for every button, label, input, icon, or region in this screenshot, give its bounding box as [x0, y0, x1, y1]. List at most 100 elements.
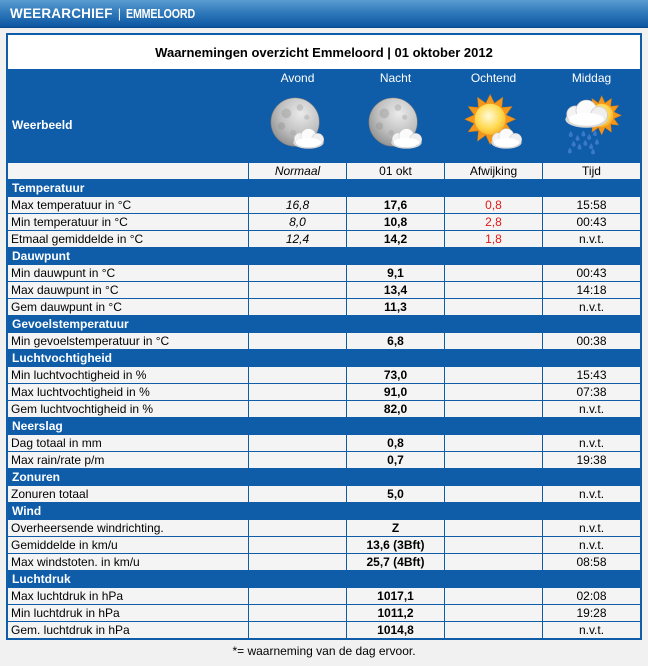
cell-afwijking	[445, 282, 542, 298]
table-row: Min gevoelstemperatuur in °C 6,8 00:38	[8, 333, 640, 349]
cell-afwijking	[445, 452, 542, 468]
cell-tijd: 08:58	[543, 554, 640, 570]
sun-cloud-icon	[445, 94, 542, 156]
site-location: EMMELOORD	[126, 6, 196, 21]
moon-cloud-icon	[347, 94, 444, 156]
cell-afwijking	[445, 401, 542, 417]
cell-value: 6,8	[347, 333, 444, 349]
cell-normaal: 8,0	[249, 214, 346, 230]
weerbeeld-block: Avond Nacht Ochtend Middag Weerbeeld	[8, 69, 640, 163]
row-label: Max temperatuur in °C	[8, 197, 248, 213]
period-label: Middag	[571, 71, 612, 85]
cell-normaal	[249, 367, 346, 383]
cell-normaal	[249, 588, 346, 604]
row-label: Gem dauwpunt in °C	[8, 299, 248, 315]
cell-normaal	[249, 554, 346, 570]
row-label: Max rain/rate p/m	[8, 452, 248, 468]
section-header: Temperatuur	[8, 180, 640, 196]
cell-normaal	[249, 384, 346, 400]
weather-archive-table: Waarnemingen overzicht Emmeloord | 01 ok…	[6, 33, 642, 640]
cell-normaal	[249, 333, 346, 349]
cell-tijd: n.v.t.	[543, 520, 640, 536]
table-row: Gem dauwpunt in °C 11,3 n.v.t.	[8, 299, 640, 315]
row-label: Min luchtvochtigheid in %	[8, 367, 248, 383]
brand-divider: |	[117, 6, 122, 21]
cell-value: 25,7 (4Bft)	[347, 554, 444, 570]
subheader-spacer	[8, 163, 248, 179]
row-label: Etmaal gemiddelde in °C	[8, 231, 248, 247]
cell-tijd: 02:08	[543, 588, 640, 604]
cell-tijd: n.v.t.	[543, 486, 640, 502]
weerbeeld-row-label: Weerbeeld	[12, 118, 73, 132]
cell-tijd: n.v.t.	[543, 537, 640, 553]
cell-tijd: 00:43	[543, 214, 640, 230]
cell-value: 1011,2	[347, 605, 444, 621]
row-label: Max luchtdruk in hPa	[8, 588, 248, 604]
section-header: Luchtvochtigheid	[8, 350, 640, 366]
cell-tijd: 07:38	[543, 384, 640, 400]
row-label: Min gevoelstemperatuur in °C	[8, 333, 248, 349]
section-header: Neerslag	[8, 418, 640, 434]
cell-tijd: 14:18	[543, 282, 640, 298]
cell-afwijking	[445, 605, 542, 621]
table-row: Max rain/rate p/m 0,7 19:38	[8, 452, 640, 468]
cell-tijd: n.v.t.	[543, 435, 640, 451]
cell-normaal	[249, 452, 346, 468]
cell-normaal	[249, 486, 346, 502]
cell-value: 1014,8	[347, 622, 444, 638]
cell-value: 0,8	[347, 435, 444, 451]
table-row: Zonuren totaal 5,0 n.v.t.	[8, 486, 640, 502]
cell-tijd: 00:43	[543, 265, 640, 281]
cell-afwijking	[445, 384, 542, 400]
cell-tijd: 00:38	[543, 333, 640, 349]
cell-afwijking	[445, 333, 542, 349]
section-header: Zonuren	[8, 469, 640, 485]
table-row: Max windstoten. in km/u 25,7 (4Bft) 08:58	[8, 554, 640, 570]
column-header-tijd: Tijd	[543, 163, 640, 179]
cell-tijd: 19:38	[543, 452, 640, 468]
period-label: Ochtend	[470, 71, 517, 85]
cell-value: 9,1	[347, 265, 444, 281]
cell-value: 91,0	[347, 384, 444, 400]
table-title: Waarnemingen overzicht Emmeloord | 01 ok…	[8, 35, 640, 69]
row-label: Gem. luchtdruk in hPa	[8, 622, 248, 638]
cell-normaal	[249, 282, 346, 298]
row-label: Max dauwpunt in °C	[8, 282, 248, 298]
section-header: Gevoelstemperatuur	[8, 316, 640, 332]
table-row: Max dauwpunt in °C 13,4 14:18	[8, 282, 640, 298]
cell-normaal: 12,4	[249, 231, 346, 247]
period-label: Nacht	[379, 71, 412, 85]
cell-tijd: n.v.t.	[543, 299, 640, 315]
cell-afwijking	[445, 435, 542, 451]
column-header-normaal: Normaal	[249, 163, 346, 179]
cell-value: 82,0	[347, 401, 444, 417]
cell-afwijking	[445, 299, 542, 315]
row-label: Min temperatuur in °C	[8, 214, 248, 230]
table-row: Gemiddelde in km/u 13,6 (3Bft) n.v.t.	[8, 537, 640, 553]
cell-value: 13,6 (3Bft)	[347, 537, 444, 553]
cell-tijd: n.v.t.	[543, 401, 640, 417]
column-subheader-row: Normaal 01 okt Afwijking Tijd	[8, 163, 640, 179]
cell-normaal	[249, 537, 346, 553]
cell-normaal	[249, 622, 346, 638]
cell-value: 17,6	[347, 197, 444, 213]
cell-normaal	[249, 299, 346, 315]
cell-normaal	[249, 520, 346, 536]
period-header-row: Avond Nacht Ochtend Middag	[8, 69, 640, 87]
row-label: Min dauwpunt in °C	[8, 265, 248, 281]
footnote: *= waarneming van de dag ervoor.	[232, 644, 416, 658]
table-row: Min luchtvochtigheid in % 73,0 15:43	[8, 367, 640, 383]
cell-tijd: 15:43	[543, 367, 640, 383]
cell-value: 1017,1	[347, 588, 444, 604]
cell-value: 73,0	[347, 367, 444, 383]
table-row: Dag totaal in mm 0,8 n.v.t.	[8, 435, 640, 451]
cell-afwijking	[445, 520, 542, 536]
table-row: Min temperatuur in °C 8,0 10,8 2,8 00:43	[8, 214, 640, 230]
table-row: Gem. luchtdruk in hPa 1014,8 n.v.t.	[8, 622, 640, 638]
cell-normaal	[249, 401, 346, 417]
column-header-afwijking: Afwijking	[445, 163, 542, 179]
cell-afwijking	[445, 537, 542, 553]
table-row: Etmaal gemiddelde in °C 12,4 14,2 1,8 n.v.t.	[8, 231, 640, 247]
cell-normaal	[249, 435, 346, 451]
cell-value: 11,3	[347, 299, 444, 315]
